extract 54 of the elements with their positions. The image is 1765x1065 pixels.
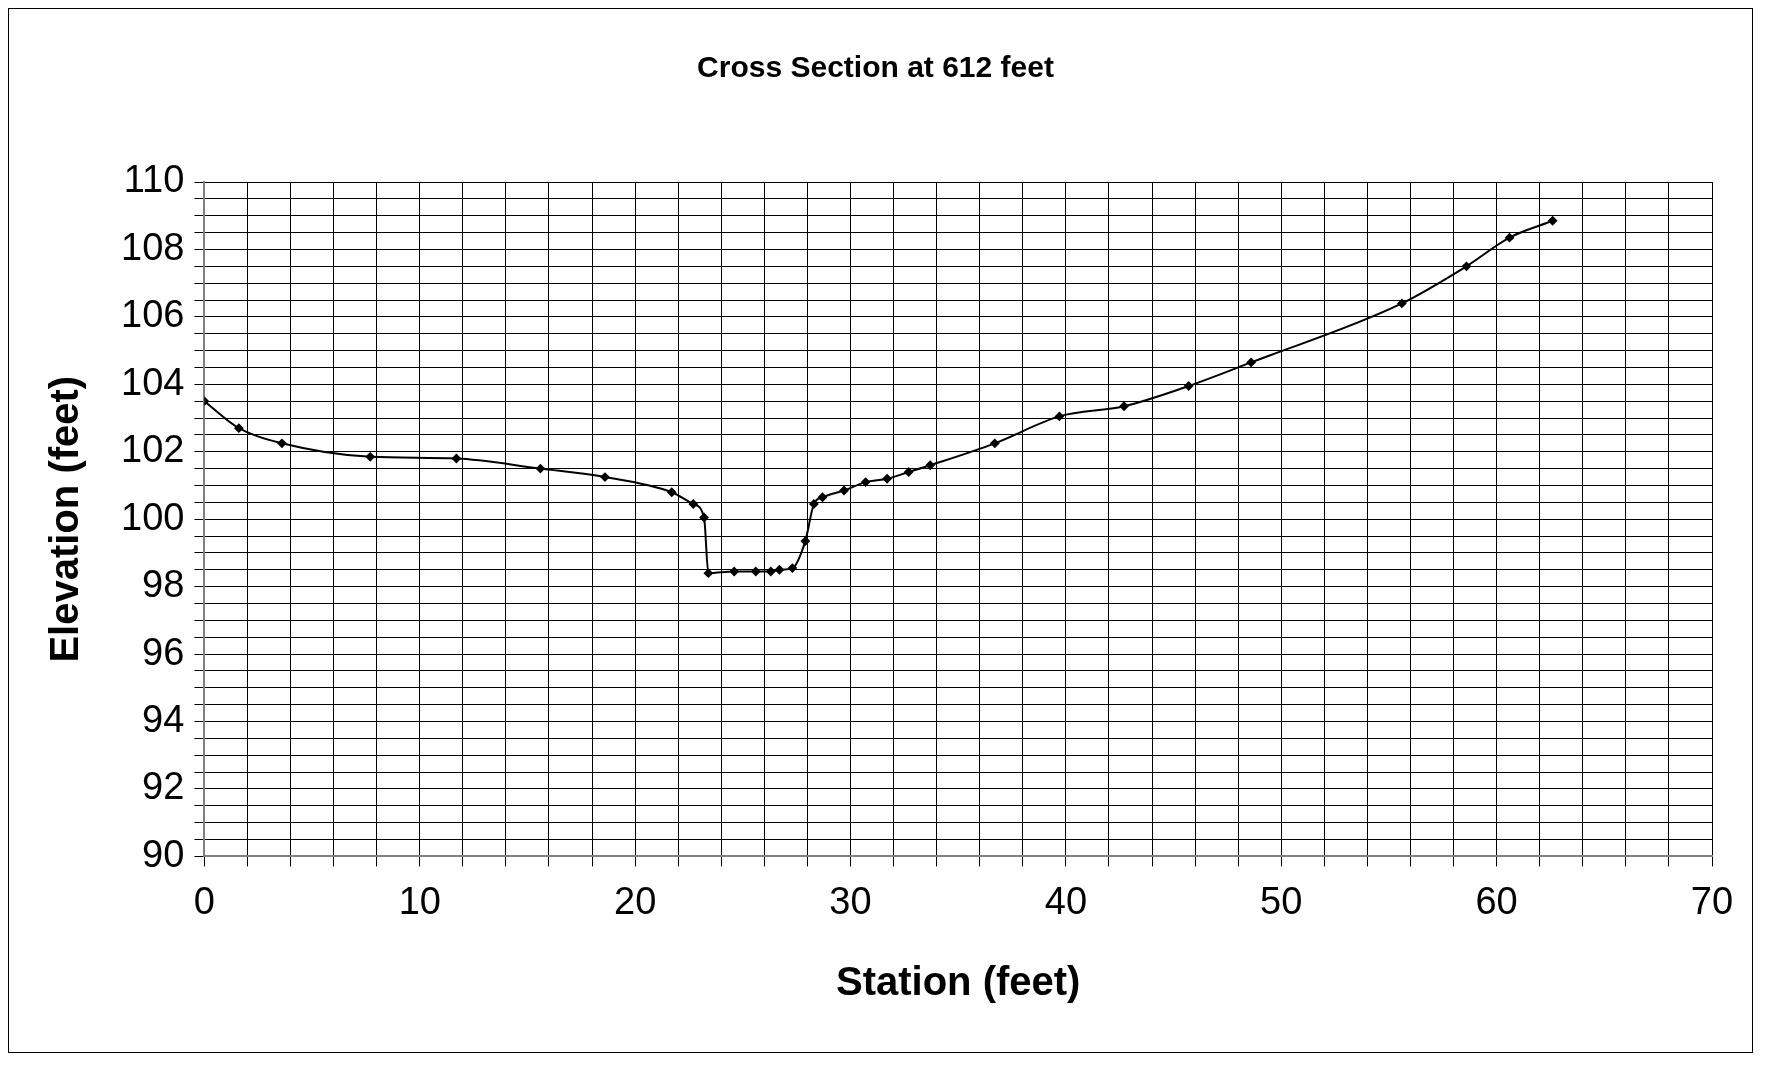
point: [1054, 411, 1064, 421]
point: [667, 487, 677, 497]
point: [1461, 261, 1471, 271]
point: [774, 565, 784, 575]
point: [925, 460, 935, 470]
point: [699, 513, 709, 523]
y-tick-label: 98: [142, 563, 185, 606]
y-tick-label: 104: [121, 360, 185, 403]
chart-title: Cross Section at 612 feet: [697, 50, 1054, 84]
point: [688, 499, 698, 509]
point: [600, 472, 610, 482]
point: [1397, 298, 1407, 308]
point: [703, 568, 713, 578]
x-tick-label: 50: [1260, 879, 1303, 922]
point: [1184, 381, 1194, 391]
y-tick-label: 102: [121, 428, 185, 471]
point: [451, 454, 461, 463]
x-axis-title: Station (feet): [835, 959, 1081, 1004]
y-tick-label: 96: [142, 630, 185, 673]
point: [277, 438, 287, 448]
point: [800, 536, 810, 546]
x-tick-label: 10: [398, 879, 441, 922]
point: [766, 566, 776, 576]
y-tick-label: 90: [142, 832, 185, 875]
point: [861, 477, 871, 487]
point: [729, 566, 739, 576]
point: [809, 499, 819, 509]
y-tick-label: 108: [121, 225, 185, 268]
x-tick-label: 30: [829, 879, 872, 922]
x-tick-label: 0: [193, 879, 215, 922]
point: [1505, 233, 1515, 243]
point: [234, 423, 244, 433]
y-tick-label: 92: [142, 765, 185, 808]
x-tick-label: 40: [1044, 879, 1088, 922]
point: [751, 566, 761, 576]
point: [904, 467, 914, 477]
x-tick-label: 20: [614, 879, 657, 922]
point: [818, 492, 828, 502]
point: [882, 474, 892, 484]
y-tick-label: 110: [123, 158, 185, 201]
point: [1119, 401, 1129, 411]
y-tick-label: 100: [121, 495, 185, 538]
point: [1246, 357, 1256, 367]
x-tick-label: 70: [1690, 879, 1734, 922]
point: [535, 464, 545, 474]
point: [365, 452, 375, 462]
y-axis-title: Elevation (feet): [42, 375, 87, 663]
point: [839, 486, 849, 496]
point: [787, 563, 797, 573]
point: [1548, 216, 1558, 226]
x-tick-label: 60: [1475, 879, 1518, 922]
point: [990, 438, 1000, 448]
y-tick-label: 94: [142, 698, 185, 740]
y-tick-label: 106: [121, 293, 185, 336]
